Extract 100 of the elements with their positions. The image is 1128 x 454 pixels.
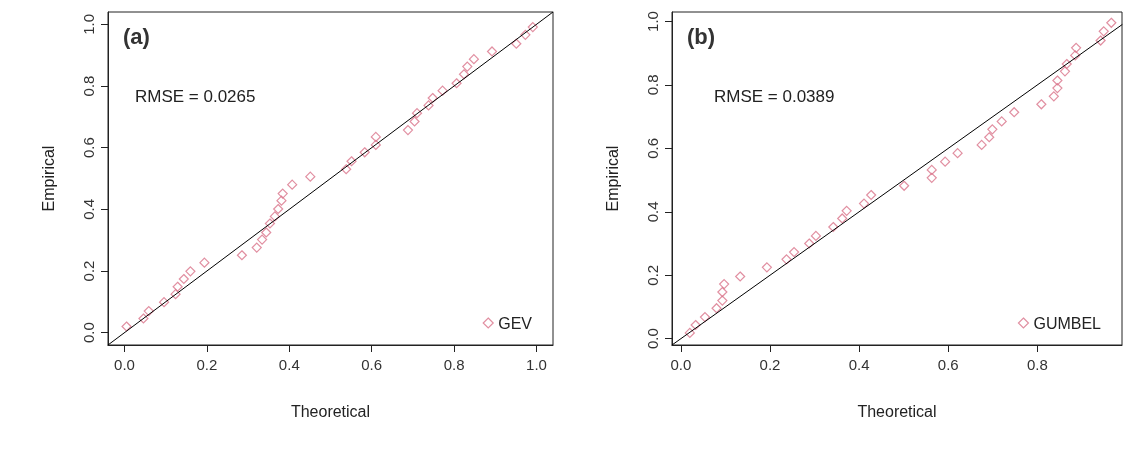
annotation: RMSE = 0.0389 [714,87,835,106]
point [138,313,149,324]
x-tick-label: 0.4 [848,356,870,373]
point [926,164,937,176]
y-tick-label: 1.0 [644,11,661,32]
legend-label: GUMBEL [1033,314,1102,332]
point [261,227,272,238]
point [1071,42,1082,53]
point [717,295,728,306]
point [158,297,170,308]
point [761,262,772,273]
point [735,271,746,282]
y-axis-title: Empirical [39,145,57,212]
point [511,38,522,49]
point [486,46,498,57]
point [305,171,316,182]
y-tick-label: 0.2 [80,260,97,282]
point [423,100,434,111]
point [926,172,937,183]
point [402,124,414,136]
point [781,254,792,265]
point [1009,107,1020,118]
x-tick-label: 0.4 [278,356,300,373]
point [359,147,370,158]
text: (a) [123,23,150,49]
point [1061,58,1072,70]
y-tick-label: 0.8 [80,75,97,97]
point [1059,66,1071,77]
point [520,29,531,40]
x-tick-label: 0.8 [443,356,465,373]
point [684,327,695,339]
point [810,230,822,241]
point [341,164,352,175]
x-tick-label: 0.6 [937,356,959,373]
point [952,148,963,159]
point [370,139,381,150]
y-tick-label: 0.6 [644,137,661,159]
point [996,116,1007,127]
point [828,221,839,233]
point [346,156,357,167]
text: (b) [687,23,716,49]
point [287,179,298,190]
point [804,238,815,249]
x-tick-label: 0.2 [759,356,781,373]
point [1048,91,1059,102]
x-tick-label: 0.0 [670,356,692,373]
point [976,139,987,150]
point [273,203,284,215]
point [690,319,701,331]
point [409,116,420,127]
point [699,311,711,323]
point [940,156,951,167]
point [837,213,848,224]
y-tick-label: 0.4 [80,198,97,220]
point [199,257,210,268]
point [264,218,276,229]
point [458,69,470,80]
point [719,279,730,290]
point [143,305,154,317]
point [1052,75,1063,86]
point [711,303,722,314]
annotation: RMSE = 0.0265 [135,87,256,106]
point [1098,26,1109,37]
point [717,286,728,298]
point [277,188,288,199]
point [1106,17,1117,28]
point [462,61,473,72]
y-axis-title: Empirical [603,145,621,212]
point [858,198,870,209]
point [427,92,438,104]
point [257,234,268,245]
point [899,180,910,191]
y-tick-label: 0.4 [644,201,661,223]
point [451,78,462,89]
point [276,195,287,206]
point [370,131,381,142]
point [172,281,183,292]
point [1036,99,1047,110]
point [1095,35,1106,46]
x-tick-label: 1.0 [526,356,547,373]
point [987,124,998,135]
point [185,266,196,277]
x-axis-title: Theoretical [857,402,937,420]
x-tick-label: 0.2 [196,356,218,373]
x-axis-title: Theoretical [290,402,371,420]
point [468,54,479,65]
point [411,108,423,119]
point [236,250,248,261]
y-tick-label: 0.0 [644,328,661,350]
legend-label: GEV [498,314,533,332]
point [178,273,189,285]
point [1052,83,1063,94]
point [1070,50,1081,61]
point [437,85,448,96]
x-tick-label: 0.8 [1026,356,1048,373]
y-tick-label: 0.8 [644,74,661,96]
point [984,132,995,143]
y-tick-label: 0.2 [644,264,661,286]
y-tick-label: 0.6 [80,137,97,159]
y-tick-label: 1.0 [80,13,97,35]
